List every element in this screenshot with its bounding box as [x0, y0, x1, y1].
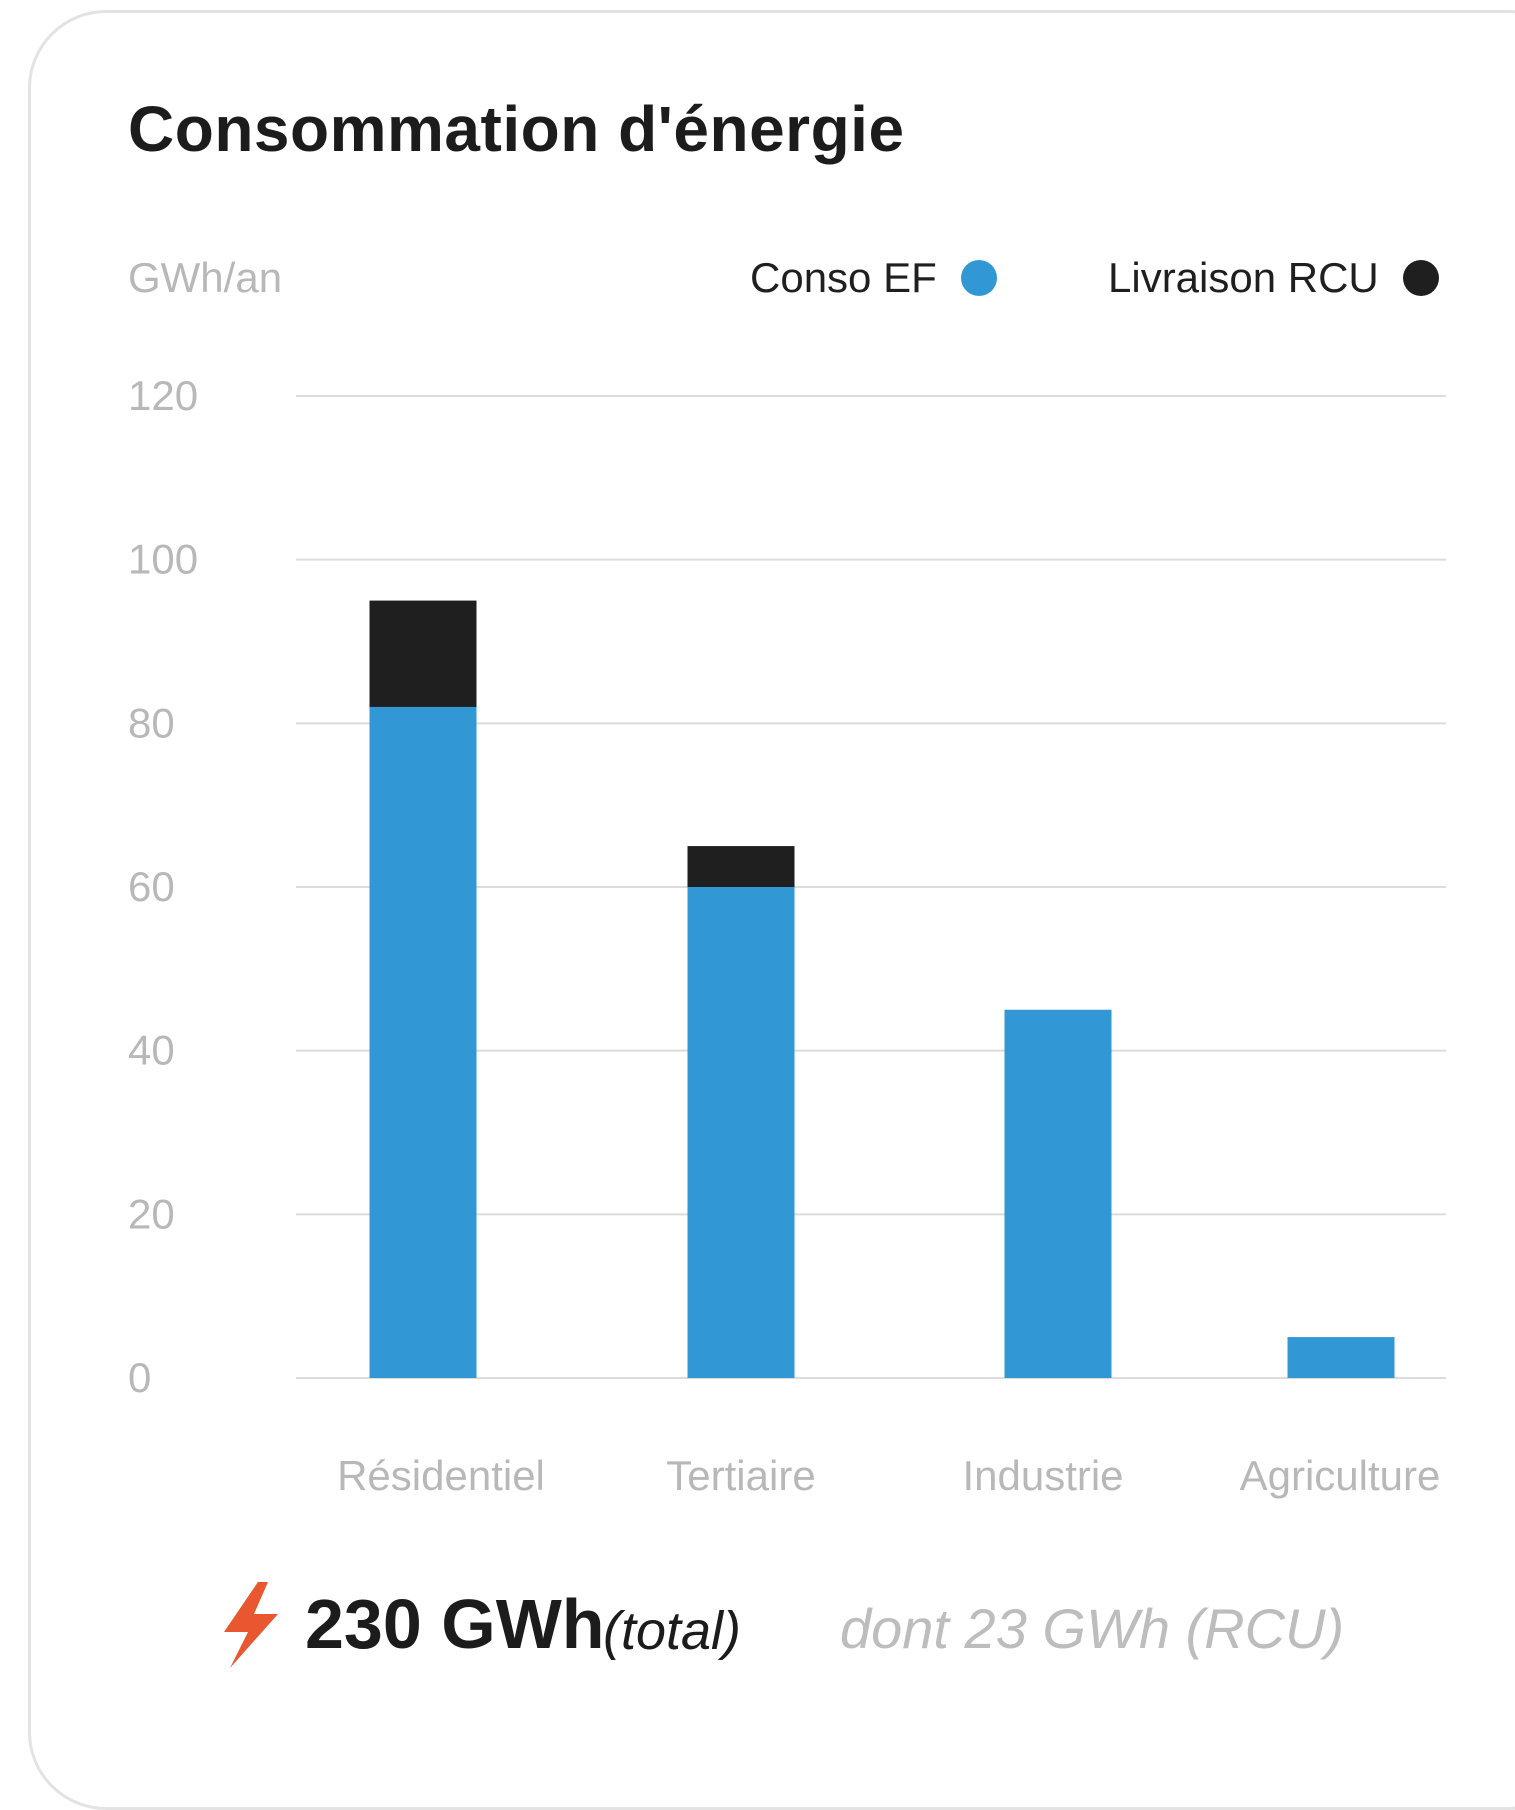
- total-suffix: (total): [603, 1600, 741, 1662]
- bar-conso-ef-1: [688, 887, 795, 1378]
- lightning-bolt-icon: [222, 1582, 282, 1673]
- x-tick-label-3: Agriculture: [1240, 1452, 1441, 1499]
- y-tick-label-0: 0: [128, 1354, 151, 1401]
- x-tick-label-0: Résidentiel: [337, 1452, 545, 1499]
- y-tick-label-40: 40: [128, 1027, 175, 1074]
- x-tick-label-2: Industrie: [962, 1452, 1123, 1499]
- bar-conso-ef-3: [1288, 1337, 1395, 1378]
- bar-conso-ef-0: [370, 707, 477, 1378]
- total-value: 230 GWh: [305, 1584, 605, 1664]
- bar-livraison-rcu-1: [688, 846, 795, 887]
- bar-chart: 0 20 40 60 80 100 120 Résidentiel Tertiaire Indus…: [0, 0, 1515, 1733]
- bar-conso-ef-2: [1005, 1010, 1112, 1378]
- x-tick-label-1: Tertiaire: [666, 1452, 815, 1499]
- y-tick-label-60: 60: [128, 863, 175, 910]
- y-tick-label-120: 120: [128, 372, 198, 419]
- bar-livraison-rcu-0: [370, 601, 477, 707]
- y-tick-label-20: 20: [128, 1190, 175, 1237]
- rcu-note: dont 23 GWh (RCU): [840, 1596, 1344, 1661]
- y-tick-label-80: 80: [128, 699, 175, 746]
- y-tick-label-100: 100: [128, 536, 198, 583]
